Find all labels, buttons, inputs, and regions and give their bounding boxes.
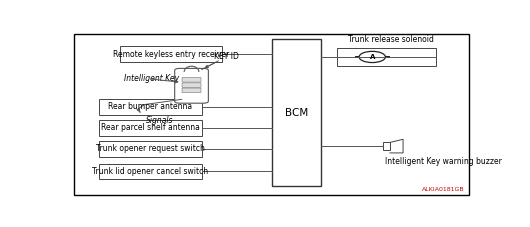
Text: KEY ID: KEY ID (214, 52, 239, 61)
Text: Intelligent Key: Intelligent Key (123, 74, 179, 83)
FancyBboxPatch shape (182, 78, 201, 82)
FancyBboxPatch shape (120, 47, 223, 62)
Text: ALKIA0181GB: ALKIA0181GB (422, 187, 465, 192)
FancyBboxPatch shape (182, 88, 201, 93)
Text: Rear bumper antenna: Rear bumper antenna (109, 102, 192, 111)
FancyBboxPatch shape (385, 56, 390, 58)
Text: Rear parcel shelf antenna: Rear parcel shelf antenna (101, 123, 200, 132)
Text: Trunk release solenoid: Trunk release solenoid (348, 35, 434, 44)
FancyBboxPatch shape (99, 120, 202, 136)
FancyBboxPatch shape (182, 83, 201, 87)
Text: Intelligent Key warning buzzer: Intelligent Key warning buzzer (385, 157, 501, 166)
Text: BCM: BCM (285, 108, 308, 118)
FancyBboxPatch shape (338, 48, 436, 66)
FancyBboxPatch shape (99, 164, 202, 179)
FancyBboxPatch shape (175, 68, 208, 103)
Text: Trunk opener request switch: Trunk opener request switch (96, 144, 205, 153)
Text: Trunk lid opener cancel switch: Trunk lid opener cancel switch (92, 167, 208, 176)
FancyBboxPatch shape (99, 141, 202, 157)
FancyBboxPatch shape (355, 56, 359, 58)
FancyBboxPatch shape (74, 34, 469, 195)
FancyBboxPatch shape (383, 142, 390, 150)
Text: Remote keyless entry receiver: Remote keyless entry receiver (113, 50, 229, 59)
FancyBboxPatch shape (271, 39, 321, 186)
Circle shape (359, 51, 385, 63)
Text: Signals: Signals (146, 116, 174, 125)
Text: A: A (369, 54, 375, 60)
FancyBboxPatch shape (99, 99, 202, 115)
